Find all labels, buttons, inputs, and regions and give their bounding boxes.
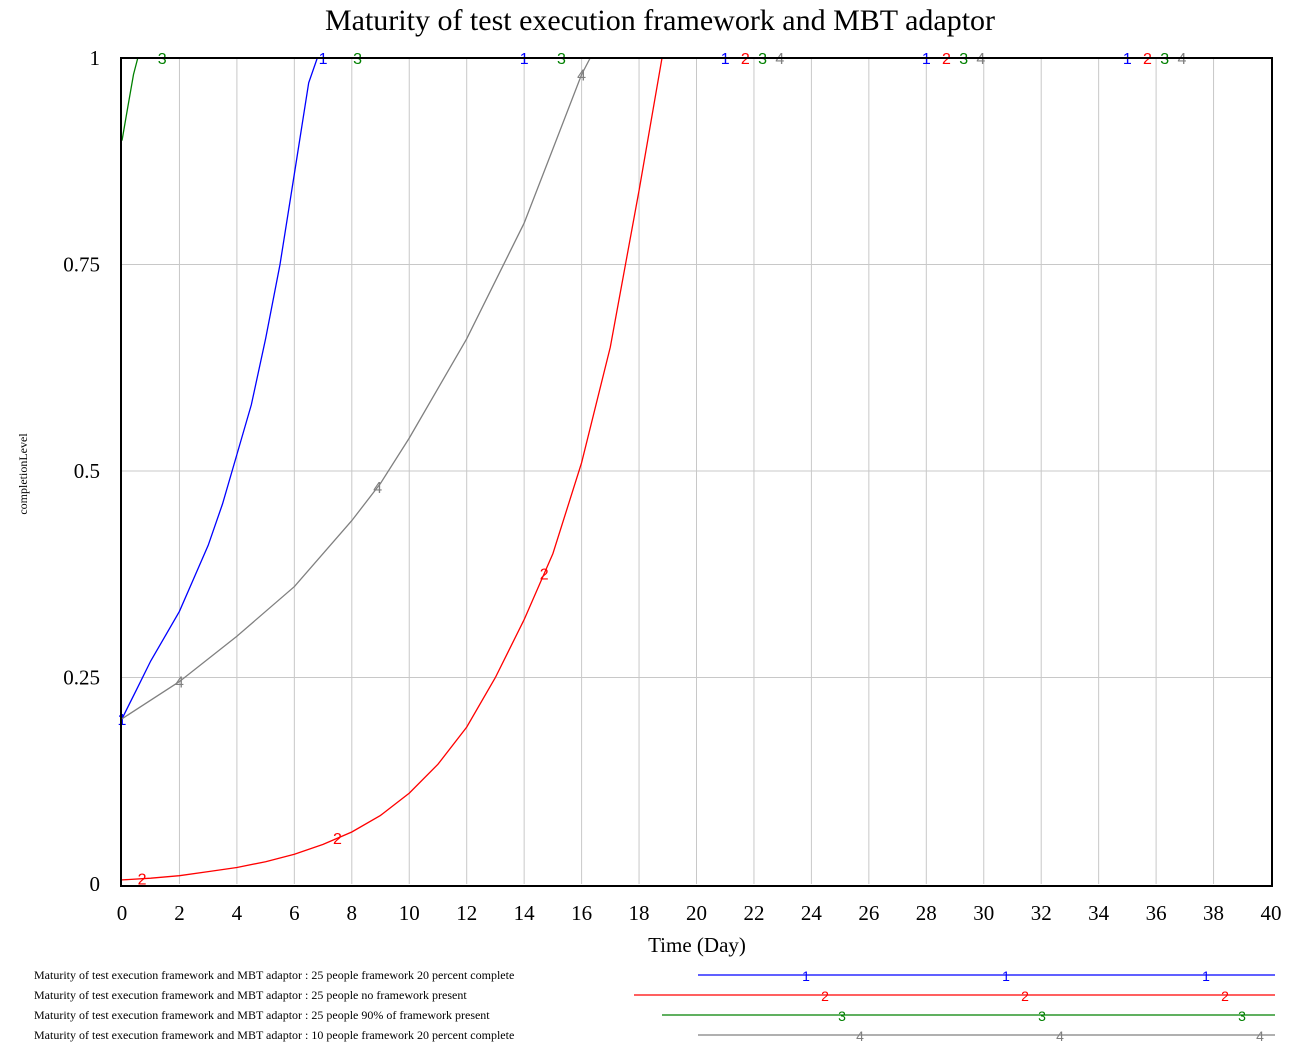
series-marker-3: 3 bbox=[158, 51, 167, 68]
chart-title: Maturity of test execution framework and… bbox=[325, 4, 995, 37]
legend-marker: 4 bbox=[856, 1028, 864, 1044]
legend-marker: 2 bbox=[821, 988, 829, 1004]
x-tick-label: 40 bbox=[1261, 901, 1282, 925]
x-axis-label: Time (Day) bbox=[648, 933, 746, 957]
series-marker-3: 3 bbox=[557, 51, 566, 68]
y-tick-label: 0.25 bbox=[63, 666, 100, 690]
y-tick-label: 0.5 bbox=[74, 459, 100, 483]
x-tick-label: 26 bbox=[858, 901, 879, 925]
series-marker-1: 1 bbox=[1123, 51, 1132, 68]
x-tick-label: 38 bbox=[1203, 901, 1224, 925]
series-marker-4: 4 bbox=[577, 68, 586, 85]
legend-text: Maturity of test execution framework and… bbox=[34, 988, 467, 1002]
series-marker-2: 2 bbox=[540, 566, 549, 583]
x-tick-label: 16 bbox=[571, 901, 592, 925]
grid bbox=[122, 58, 1271, 884]
series-1: 1 1 1 1 1 1 bbox=[118, 51, 1271, 729]
x-tick-label: 34 bbox=[1088, 901, 1110, 925]
legend-text: Maturity of test execution framework and… bbox=[34, 1008, 490, 1022]
series-marker-2: 2 bbox=[741, 51, 750, 68]
y-axis-label: completionLevel bbox=[16, 433, 30, 515]
legend-text: Maturity of test execution framework and… bbox=[34, 968, 514, 982]
series-marker-2: 2 bbox=[138, 872, 147, 889]
series-marker-1: 1 bbox=[520, 51, 529, 68]
series-4: 4 4 4 4 4 4 bbox=[121, 51, 1271, 720]
x-tick-label: 12 bbox=[456, 901, 477, 925]
series-marker-2: 2 bbox=[1143, 51, 1152, 68]
x-tick-label: 36 bbox=[1146, 901, 1167, 925]
series-marker-4: 4 bbox=[1177, 51, 1186, 68]
x-tick-label: 2 bbox=[174, 901, 185, 925]
x-tick-label: 22 bbox=[743, 901, 764, 925]
series-marker-1: 1 bbox=[922, 51, 931, 68]
x-tick-label: 28 bbox=[916, 901, 937, 925]
legend-marker: 4 bbox=[1056, 1028, 1064, 1044]
y-tick-label: 1 bbox=[90, 46, 101, 70]
series-marker-4: 4 bbox=[976, 51, 985, 68]
x-tick-label: 10 bbox=[399, 901, 420, 925]
x-tick-labels: 0 2 4 6 8 10 12 14 16 18 20 22 24 26 28 30 32 34 36 38 40 bbox=[117, 901, 1282, 925]
series-marker-4: 4 bbox=[373, 480, 382, 497]
x-tick-label: 32 bbox=[1031, 901, 1052, 925]
series-marker-4: 4 bbox=[175, 675, 184, 692]
legend-marker: 2 bbox=[1221, 988, 1229, 1004]
x-tick-label: 30 bbox=[973, 901, 994, 925]
series-marker-3: 3 bbox=[959, 51, 968, 68]
series-marker-1: 1 bbox=[721, 51, 730, 68]
series-marker-2: 2 bbox=[333, 831, 342, 848]
series-marker-4: 4 bbox=[775, 51, 784, 68]
y-tick-label: 0.75 bbox=[63, 253, 100, 277]
series-line-2 bbox=[121, 57, 1271, 881]
legend-entry-4: Maturity of test execution framework and… bbox=[34, 1028, 1275, 1044]
x-tick-label: 8 bbox=[347, 901, 358, 925]
series-line-1 bbox=[121, 57, 1271, 720]
legend-marker: 2 bbox=[1021, 988, 1029, 1004]
legend-marker: 1 bbox=[802, 968, 810, 984]
legend-marker: 3 bbox=[1238, 1008, 1246, 1024]
series-marker-3: 3 bbox=[1160, 51, 1169, 68]
legend-marker: 3 bbox=[1038, 1008, 1046, 1024]
x-tick-label: 14 bbox=[514, 901, 536, 925]
legend-entry-1: Maturity of test execution framework and… bbox=[34, 968, 1275, 984]
series-2: 2 2 2 2 2 2 bbox=[121, 51, 1271, 889]
x-tick-label: 18 bbox=[629, 901, 650, 925]
legend-entry-2: Maturity of test execution framework and… bbox=[34, 988, 1275, 1004]
legend-marker: 1 bbox=[1202, 968, 1210, 984]
legend-text: Maturity of test execution framework and… bbox=[34, 1028, 514, 1042]
legend: Maturity of test execution framework and… bbox=[34, 968, 1275, 1044]
series-marker-3: 3 bbox=[758, 51, 767, 68]
y-tick-labels: 0 0.25 0.5 0.75 1 bbox=[63, 46, 100, 896]
series-marker-1: 1 bbox=[118, 712, 127, 729]
series-marker-1: 1 bbox=[319, 51, 328, 68]
legend-marker: 3 bbox=[838, 1008, 846, 1024]
x-tick-label: 24 bbox=[801, 901, 823, 925]
series-line-4 bbox=[121, 57, 1271, 720]
y-tick-label: 0 bbox=[90, 872, 101, 896]
legend-marker: 4 bbox=[1256, 1028, 1264, 1044]
x-tick-label: 4 bbox=[232, 901, 243, 925]
series-marker-3: 3 bbox=[353, 51, 362, 68]
plot-frame bbox=[120, 57, 1273, 887]
x-tick-label: 0 bbox=[117, 901, 128, 925]
x-tick-label: 6 bbox=[289, 901, 300, 925]
series-marker-2: 2 bbox=[942, 51, 951, 68]
x-tick-label: 20 bbox=[686, 901, 707, 925]
legend-marker: 1 bbox=[1002, 968, 1010, 984]
legend-entry-3: Maturity of test execution framework and… bbox=[34, 1008, 1275, 1024]
